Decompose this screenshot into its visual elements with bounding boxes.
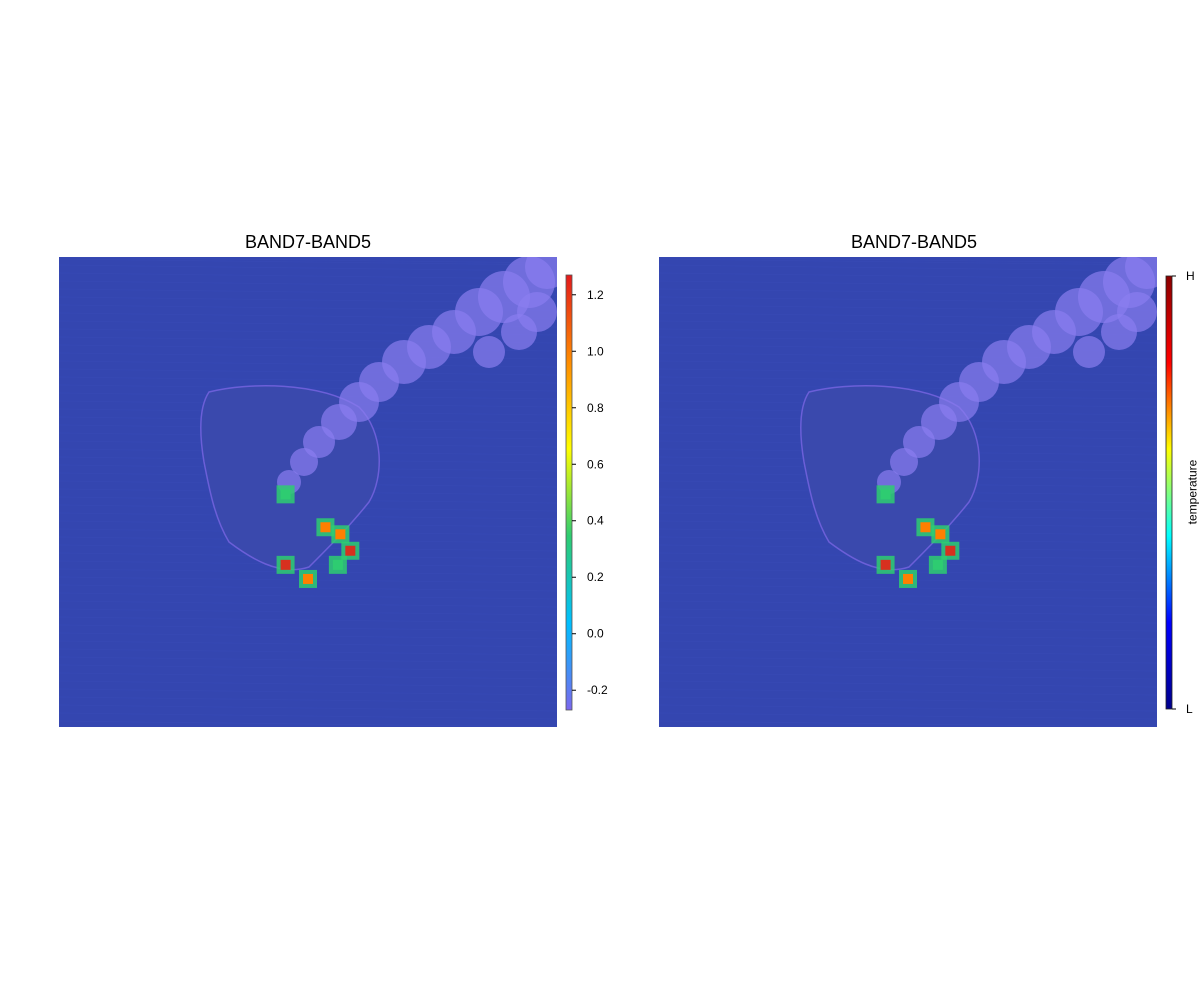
wave-line bbox=[59, 656, 557, 664]
wave-line bbox=[659, 648, 1157, 656]
hotspot-core bbox=[303, 573, 313, 584]
wave-line bbox=[659, 608, 1157, 616]
wave-line bbox=[659, 258, 1157, 266]
left-colorbar: 1.2 1.0 0.8 0.6 0.4 0.2 0.0 -0.2 bbox=[565, 274, 608, 711]
wave-line bbox=[59, 584, 557, 592]
wave-line bbox=[59, 272, 557, 280]
wave-line bbox=[59, 360, 557, 368]
wave-line bbox=[59, 608, 557, 616]
wave-line bbox=[59, 712, 557, 720]
wave-line bbox=[59, 600, 557, 608]
wave-line bbox=[59, 376, 557, 384]
hotspot-core bbox=[320, 522, 331, 533]
wave-line bbox=[59, 680, 557, 688]
wave-line bbox=[659, 664, 1157, 672]
wave-line bbox=[659, 360, 1157, 368]
wave-line bbox=[659, 720, 1157, 727]
hotspot-core bbox=[280, 559, 291, 570]
wave-line bbox=[659, 680, 1157, 688]
hotspot-core bbox=[903, 573, 913, 584]
wave-line bbox=[659, 616, 1157, 624]
plume-cloud bbox=[525, 257, 557, 289]
colorbar-tick-label: 0.4 bbox=[587, 514, 604, 528]
wave-line bbox=[659, 704, 1157, 712]
wave-line bbox=[659, 280, 1157, 288]
colorbar-tick-label: 0.2 bbox=[587, 570, 604, 584]
wave-line bbox=[659, 376, 1157, 384]
wave-line bbox=[59, 624, 557, 632]
wave-line bbox=[659, 257, 1157, 264]
colorbar-tick-label: 1.0 bbox=[587, 344, 604, 358]
wave-line bbox=[59, 648, 557, 656]
colorbar-high-label: H bbox=[1186, 269, 1195, 283]
plume-cloud bbox=[473, 336, 505, 368]
right-colorbar: HL bbox=[1165, 269, 1195, 716]
left-raster-map bbox=[59, 257, 557, 727]
colorbar-tick-label: -0.2 bbox=[587, 683, 608, 697]
wave-line bbox=[659, 672, 1157, 680]
wave-line bbox=[659, 352, 1157, 360]
wave-line bbox=[59, 664, 557, 672]
wave-line bbox=[59, 592, 557, 600]
wave-line bbox=[59, 672, 557, 680]
wave-line bbox=[659, 264, 1157, 272]
wave-line bbox=[59, 336, 557, 344]
hotspot-core bbox=[932, 559, 943, 570]
right-raster-map bbox=[659, 257, 1157, 727]
wave-line bbox=[659, 584, 1157, 592]
wave-line bbox=[59, 257, 557, 264]
wave-line bbox=[659, 632, 1157, 640]
plume-cloud bbox=[1117, 292, 1157, 332]
wave-line bbox=[59, 640, 557, 648]
wave-line bbox=[659, 656, 1157, 664]
hotspot-core bbox=[880, 489, 891, 500]
wave-line bbox=[659, 368, 1157, 376]
temperature-legend-label: temperature bbox=[1185, 459, 1200, 525]
hotspot-core bbox=[335, 529, 346, 540]
wave-line bbox=[659, 384, 1157, 392]
wave-line bbox=[59, 352, 557, 360]
wave-line bbox=[659, 600, 1157, 608]
wave-line bbox=[659, 336, 1157, 344]
hotspot-core bbox=[945, 545, 956, 556]
wave-line bbox=[659, 592, 1157, 600]
wave-line bbox=[59, 632, 557, 640]
colorbar-tick-label: 0.0 bbox=[587, 627, 604, 641]
wave-line bbox=[59, 384, 557, 392]
colorbar-gradient bbox=[565, 274, 573, 711]
hotspot-core bbox=[280, 489, 291, 500]
wave-line bbox=[59, 258, 557, 266]
hotspot-core bbox=[880, 559, 891, 570]
wave-line bbox=[659, 272, 1157, 280]
plume-cloud bbox=[1125, 257, 1157, 289]
wave-line bbox=[659, 640, 1157, 648]
wave-line bbox=[659, 696, 1157, 704]
wave-line bbox=[659, 712, 1157, 720]
hotspot-core bbox=[935, 529, 946, 540]
wave-line bbox=[59, 616, 557, 624]
hotspot-core bbox=[332, 559, 343, 570]
wave-line bbox=[59, 688, 557, 696]
colorbar-tick-label: 0.6 bbox=[587, 457, 604, 471]
colorbar-tick-label: 0.8 bbox=[587, 401, 604, 415]
wave-line bbox=[59, 696, 557, 704]
hotspot-core bbox=[920, 522, 931, 533]
wave-line bbox=[59, 368, 557, 376]
wave-line bbox=[59, 280, 557, 288]
hotspot-core bbox=[345, 545, 356, 556]
right-panel-title: BAND7-BAND5 bbox=[850, 232, 978, 252]
left-panel-title: BAND7-BAND5 bbox=[244, 232, 372, 252]
wave-line bbox=[59, 720, 557, 727]
wave-line bbox=[659, 688, 1157, 696]
colorbar-tick-label: 1.2 bbox=[587, 288, 604, 302]
wave-line bbox=[659, 624, 1157, 632]
plume-cloud bbox=[1073, 336, 1105, 368]
wave-line bbox=[59, 264, 557, 272]
colorbar-low-label: L bbox=[1186, 702, 1193, 716]
wave-line bbox=[59, 704, 557, 712]
colorbar-gradient bbox=[1165, 275, 1173, 710]
plume-cloud bbox=[517, 292, 557, 332]
